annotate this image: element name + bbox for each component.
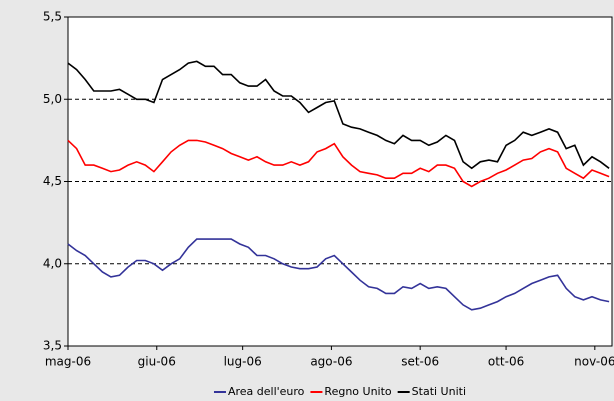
x-tick-label: lug-06	[224, 355, 262, 369]
y-tick-label: 5,0	[43, 92, 62, 106]
y-tick-label: 4,5	[43, 174, 62, 188]
x-tick-label: giu-06	[138, 355, 176, 369]
legend-label: Stati Uniti	[412, 385, 466, 398]
legend-label: Area dell'euro	[228, 385, 305, 398]
y-tick-label: 4,0	[43, 256, 62, 270]
y-tick-label: 5,5	[43, 10, 62, 24]
series-line	[67, 60, 610, 170]
x-tick-label: ott-06	[488, 355, 524, 369]
x-tick-label: nov-06	[574, 355, 614, 369]
plot-area	[67, 16, 613, 347]
y-tick-label: 3,5	[43, 339, 62, 353]
x-tick-label: ago-06	[310, 355, 352, 369]
x-tick-label: mag-06	[45, 355, 91, 369]
series-line	[67, 139, 610, 188]
x-tick-label: set-06	[401, 355, 439, 369]
series-line	[67, 238, 610, 311]
legend-label: Regno Unito	[324, 385, 391, 398]
